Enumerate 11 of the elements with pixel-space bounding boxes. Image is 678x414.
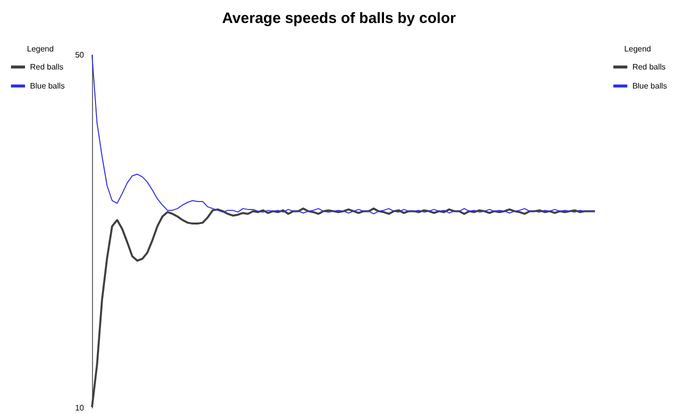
text: Legend [27,44,54,54]
line-series [91,208,596,408]
text: Red balls [632,62,666,72]
legend-label: Red balls [30,62,64,72]
legend-title: Legend [624,44,652,54]
y-tick-label: 10 [75,404,85,412]
line-series [92,54,596,214]
y-tick-label: 50 [75,50,85,60]
chart-title: Average speeds of balls by color [222,10,456,27]
legend-label: Blue balls [30,82,65,90]
text: Blue balls [632,82,667,90]
